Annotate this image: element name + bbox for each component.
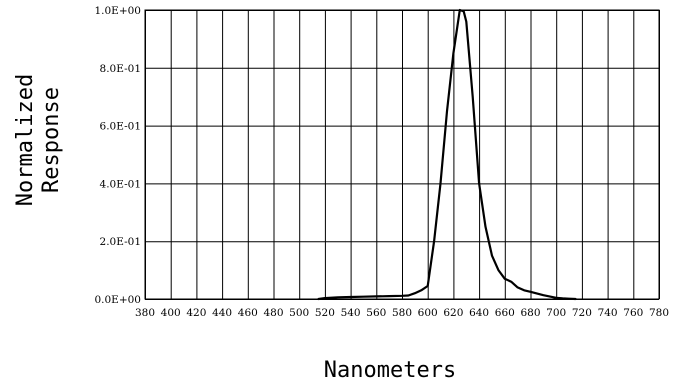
x-tick-label: 620 [443, 307, 463, 319]
x-tick-label: 440 [212, 307, 232, 319]
x-tick-label: 540 [341, 307, 361, 319]
x-tick-label: 520 [315, 307, 335, 319]
x-tick-label: 680 [520, 307, 540, 319]
x-tick-label: 740 [598, 307, 618, 319]
x-tick-label: 400 [161, 307, 181, 319]
grid-lines [145, 10, 660, 300]
x-tick-label: 700 [546, 307, 566, 319]
y-axis-title-line-2: Response [39, 87, 64, 193]
x-tick-label: 460 [238, 307, 258, 319]
x-tick-label: 780 [649, 307, 669, 319]
x-tick-label: 580 [392, 307, 412, 319]
x-tick-label: 760 [623, 307, 643, 319]
x-axis-tick-labels: 380 400 420 440 460 480 500 520 540 560 580 600 620 6… [135, 307, 669, 319]
y-tick-label: 4.0E-01 [100, 178, 141, 190]
y-axis-tick-labels: 0.0E+00 2.0E-01 4.0E-01 6.0E-01 8.0E-01 1.0E+… [94, 5, 141, 306]
x-tick-label: 720 [572, 307, 592, 319]
x-tick-label: 480 [263, 307, 283, 319]
y-tick-label: 1.0E+00 [94, 5, 141, 17]
series-line-normalized-response [317, 8, 577, 301]
x-tick-label: 380 [135, 307, 155, 319]
x-tick-label: 600 [418, 307, 438, 319]
x-axis-title: Nanometers [324, 358, 456, 383]
y-axis-title-line-1: Normalized [13, 74, 38, 206]
x-tick-label: 420 [186, 307, 206, 319]
y-tick-label: 2.0E-01 [100, 236, 141, 248]
y-tick-label: 8.0E-01 [100, 63, 141, 75]
y-axis-title: Normalized Response [13, 74, 64, 206]
plot-area-frame [144, 9, 660, 300]
x-tick-label: 500 [289, 307, 309, 319]
x-tick-label: 640 [469, 307, 489, 319]
x-tick-label: 660 [495, 307, 515, 319]
y-tick-label: 0.0E+00 [94, 294, 141, 306]
x-tick-label: 560 [366, 307, 386, 319]
y-tick-label: 6.0E-01 [100, 121, 141, 133]
